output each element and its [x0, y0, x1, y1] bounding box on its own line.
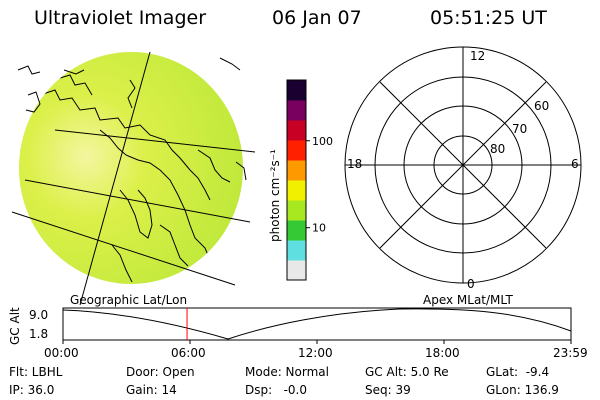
coastlines — [39, 74, 231, 283]
colorbar-segment — [287, 100, 306, 121]
info-seq: Seq: 39 — [365, 383, 411, 397]
colorbar-segment — [287, 180, 306, 201]
altitude-ytick-low: 1.8 — [29, 327, 49, 341]
coast-outside — [17, 57, 247, 181]
info-door: Door: Open — [126, 365, 195, 379]
colorbar-tick-label: 10 — [312, 222, 326, 235]
colorbar-segment — [287, 140, 306, 161]
colorbar-segment — [287, 80, 306, 101]
altitude-ytick-high: 9.0 — [29, 308, 49, 322]
lat-lon-grid — [11, 51, 256, 306]
mlat-label-80: 80 — [490, 142, 505, 156]
mlt-label-6: 6 — [571, 157, 579, 171]
xtick-2359: 23:59 — [553, 346, 588, 360]
mlat-label-60: 60 — [534, 99, 549, 113]
mlt-label-18: 18 — [347, 157, 362, 171]
xtick-0600: 06:00 — [171, 346, 206, 360]
info-gain: Gain: 14 — [126, 383, 177, 397]
colorbar: 100 10 — [286, 79, 333, 281]
imager-image — [11, 51, 256, 306]
info-glat: GLat: -9.4 — [486, 365, 550, 379]
altitude-orbit-curve — [62, 308, 572, 340]
mlt-label-0: 0 — [467, 277, 475, 291]
colorbar-tick-label: 100 — [312, 135, 333, 148]
right-panel-label: Apex MLat/MLT — [423, 293, 513, 307]
info-glon: GLon: 136.9 — [486, 383, 559, 397]
info-mode: Mode: Normal — [245, 365, 329, 379]
colorbar-segment — [287, 160, 306, 181]
left-panel-label: Geographic Lat/Lon — [70, 293, 187, 307]
altitude-x-ticks — [62, 340, 572, 344]
info-ip: IP: 36.0 — [9, 383, 55, 397]
instrument-title: Ultraviolet Imager — [34, 7, 207, 29]
colorbar-segment — [287, 120, 306, 141]
info-dsp: Dsp: -0.0 — [245, 383, 308, 397]
colorbar-segment — [287, 200, 306, 221]
mlat-mlt-dial — [344, 46, 582, 284]
colorbar-segment — [287, 240, 306, 261]
earth-disk — [19, 52, 243, 284]
colorbar-frame — [286, 79, 307, 281]
colorbar-unit-label: photon cm⁻²s⁻¹ — [268, 149, 282, 242]
mlt-label-12: 12 — [470, 49, 485, 63]
header-time: 05:51:25 UT — [430, 7, 547, 29]
xtick-1800: 18:00 — [425, 346, 460, 360]
colorbar-segment — [287, 260, 306, 281]
mlat-label-70: 70 — [512, 122, 527, 136]
dial-line-diag2 — [379, 81, 547, 249]
xtick-1200: 12:00 — [298, 346, 333, 360]
altitude-ylabel: GC Alt — [8, 307, 22, 345]
header-date: 06 Jan 07 — [272, 7, 362, 29]
info-filter: Flt: LBHL — [9, 365, 63, 379]
info-gc-alt: GC Alt: 5.0 Re — [365, 365, 449, 379]
xtick-0000: 00:00 — [44, 346, 79, 360]
colorbar-segment — [287, 220, 306, 241]
